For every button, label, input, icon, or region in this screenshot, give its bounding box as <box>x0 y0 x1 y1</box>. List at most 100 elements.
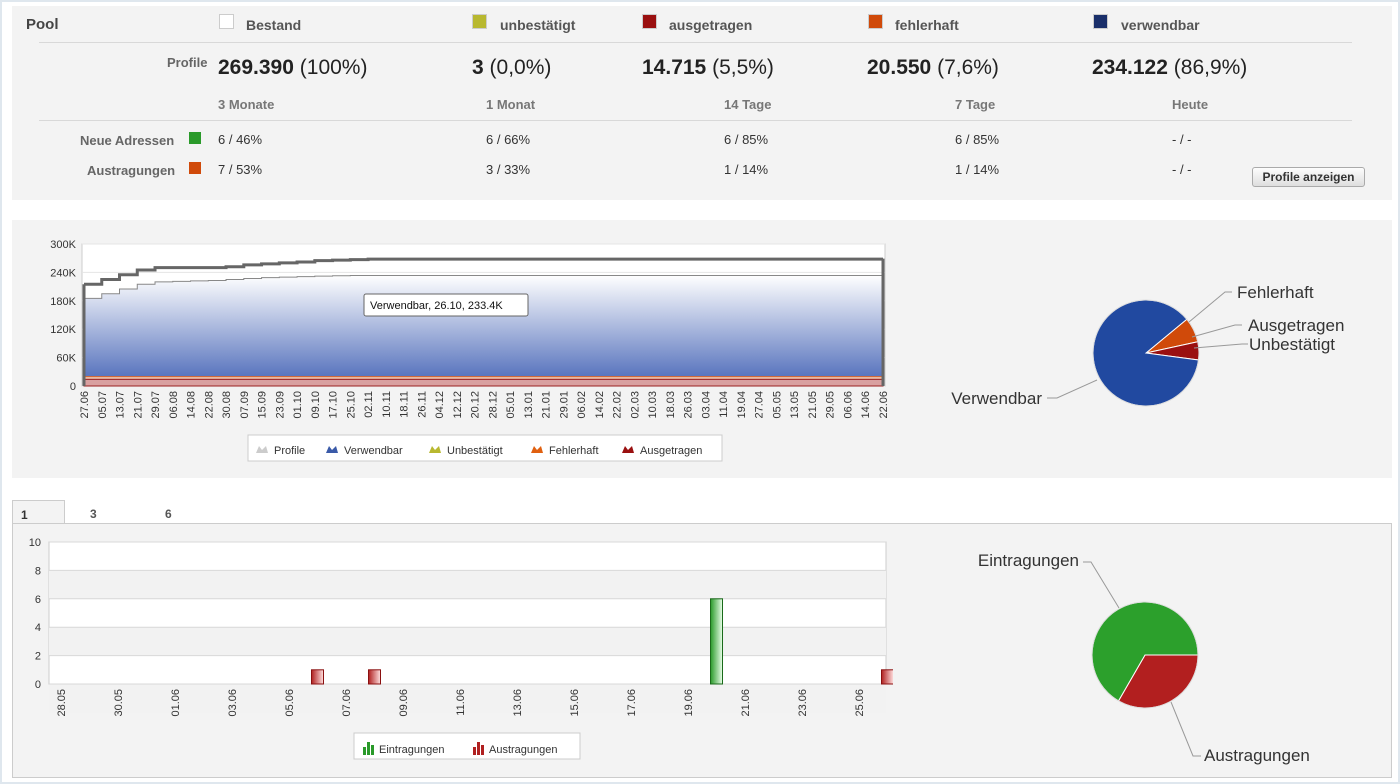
x-tick-label: 07.09 <box>239 391 251 419</box>
tooltip-text: Verwendbar, 26.10, 233.4K <box>370 300 503 312</box>
pool-area-chart: 300K 240K 180K 120K 60K 027.06 05.07 13.07 21.07… <box>50 239 890 462</box>
pie-slices <box>1092 299 1200 407</box>
row-label-austragungen: Austragungen <box>87 163 176 178</box>
pool-panel: Pool Bestand unbestätigt ausgetragen feh… <box>12 6 1392 200</box>
x-tick-label: 13.07 <box>115 391 127 419</box>
x-tick-label: 17.06 <box>626 689 638 717</box>
bestand-swatch <box>219 14 234 29</box>
legend-bar-icon <box>371 745 374 755</box>
bar <box>881 669 893 685</box>
austragungen-swatch <box>189 162 201 174</box>
period-14-tage: 14 Tage <box>724 97 772 112</box>
x-tick-label: 29.01 <box>558 391 570 419</box>
grid-band <box>49 627 886 656</box>
legend-bar-icon <box>481 745 484 755</box>
y-tick-label: 8 <box>35 565 41 577</box>
period-3-monate: 3 Monate <box>218 97 275 112</box>
chart-tooltip: Verwendbar, 26.10, 233.4K <box>363 293 529 317</box>
pie-label: Unbestätigt <box>1249 335 1335 354</box>
pie-leader-line <box>1188 291 1232 323</box>
y-tick-label: 60K <box>56 353 76 365</box>
x-tick-label: 17.10 <box>328 391 340 419</box>
row-label-neue-adressen: Neue Adressen <box>80 133 175 148</box>
unbestaetigt-label: unbestätigt <box>500 17 576 33</box>
profile-anzeigen-button[interactable]: Profile anzeigen <box>1252 167 1365 187</box>
x-tick-label: 20.12 <box>470 391 482 419</box>
x-tick-label: 29.07 <box>150 391 162 419</box>
x-tick-label: 10.11 <box>381 391 393 418</box>
ausgetragen-area <box>83 378 884 387</box>
x-tick-label: 05.07 <box>97 391 109 419</box>
bestand-label: Bestand <box>246 17 302 33</box>
table-cell: 1 / 14% <box>724 162 769 177</box>
stat-percent: (86,9%) <box>1173 56 1248 79</box>
unbestaetigt-swatch <box>472 14 487 29</box>
ausgetragen-label: ausgetragen <box>669 17 753 33</box>
legend-label: Ausgetragen <box>640 445 702 457</box>
x-tick-label: 19.06 <box>683 689 695 717</box>
x-tick-label: 05.05 <box>771 391 783 419</box>
pie-leader-line <box>1047 379 1098 399</box>
legend-label: Verwendbar <box>344 445 403 457</box>
x-tick-label: 13.01 <box>523 391 535 419</box>
fehlerhaft-swatch <box>868 14 883 29</box>
area-chart-legend: Profile Verwendbar Unbestätigt Fehlerhaft Au… <box>247 434 723 462</box>
stat-percent: (5,5%) <box>712 56 774 79</box>
stat-value: 14.715 <box>642 56 707 79</box>
x-tick-label: 05.01 <box>505 391 517 419</box>
x-tick-label: 14.08 <box>186 391 198 419</box>
x-tick-label: 18.11 <box>399 391 411 418</box>
stat-percent: (7,6%) <box>937 56 999 79</box>
x-tick-label: 27.04 <box>754 391 766 419</box>
pie-outline <box>1091 601 1199 709</box>
pie-label: Eintragungen <box>978 551 1079 570</box>
x-tick-label: 21.07 <box>132 391 144 419</box>
x-tick-label: 14.02 <box>594 391 606 419</box>
x-tick-label: 21.01 <box>541 391 553 419</box>
stat-verwendbar: 234.122 (86,9%) <box>1092 56 1247 80</box>
x-tick-label: 13.06 <box>512 689 524 717</box>
x-tick-label: 03.06 <box>227 689 239 717</box>
divider <box>39 42 1352 43</box>
profile-line <box>84 257 885 386</box>
stat-value: 234.122 <box>1092 56 1168 79</box>
table-cell: 1 / 14% <box>955 162 1000 177</box>
legend-bar-icon <box>473 747 476 755</box>
table-cell: 7 / 53% <box>218 162 263 177</box>
activity-chart-panel: 10 8 6 4 2 0 28.05 30.05 01.06 03.06 05.06 07.06 09.… <box>12 523 1392 778</box>
x-tick-label: 30.05 <box>113 689 125 717</box>
pie-label: Fehlerhaft <box>1237 283 1314 302</box>
x-tick-label: 15.06 <box>569 689 581 717</box>
x-tick-label: 19.04 <box>736 391 748 419</box>
x-tick-label: 09.10 <box>310 391 322 419</box>
tab-1-monat[interactable]: 1 Monat <box>12 500 66 536</box>
period-7-tage: 7 Tage <box>955 97 996 112</box>
ausgetragen-swatch <box>642 14 657 29</box>
grid-band <box>49 570 886 599</box>
pool-title: Pool <box>26 16 59 33</box>
legend-label: Austragungen <box>489 744 558 756</box>
legend-series-icon <box>256 446 268 453</box>
x-tick-label: 06.02 <box>576 391 588 419</box>
x-tick-label: 11.04 <box>718 391 730 418</box>
x-tick-label: 06.06 <box>842 391 854 419</box>
table-cell: 6 / 66% <box>486 132 531 147</box>
y-tick-label: 180K <box>50 296 76 308</box>
table-cell: 6 / 85% <box>955 132 1000 147</box>
tab-3-monate[interactable]: 3 Monate <box>90 507 132 535</box>
x-tick-label: 09.06 <box>398 689 410 717</box>
x-tick-label: 01.06 <box>170 689 182 717</box>
x-tick-label: 23.06 <box>797 689 809 717</box>
x-tick-label: 01.10 <box>292 391 304 419</box>
y-tick-label: 2 <box>35 651 41 663</box>
x-tick-label: 26.11 <box>416 391 428 418</box>
x-tick-label: 14.06 <box>860 391 872 419</box>
legend-label: Eintragungen <box>379 744 444 756</box>
pool-chart-panel: 300K 240K 180K 120K 60K 0 27.06 05.07 13.07 21.07… <box>12 220 1392 478</box>
x-tick-label: 25.10 <box>345 391 357 419</box>
stat-ausgetragen: 14.715 (5,5%) <box>642 56 774 80</box>
verwendbar-line <box>84 275 884 299</box>
stat-fehlerhaft: 20.550 (7,6%) <box>867 56 999 80</box>
tab-6-monate[interactable]: 6 Monate <box>165 507 207 535</box>
